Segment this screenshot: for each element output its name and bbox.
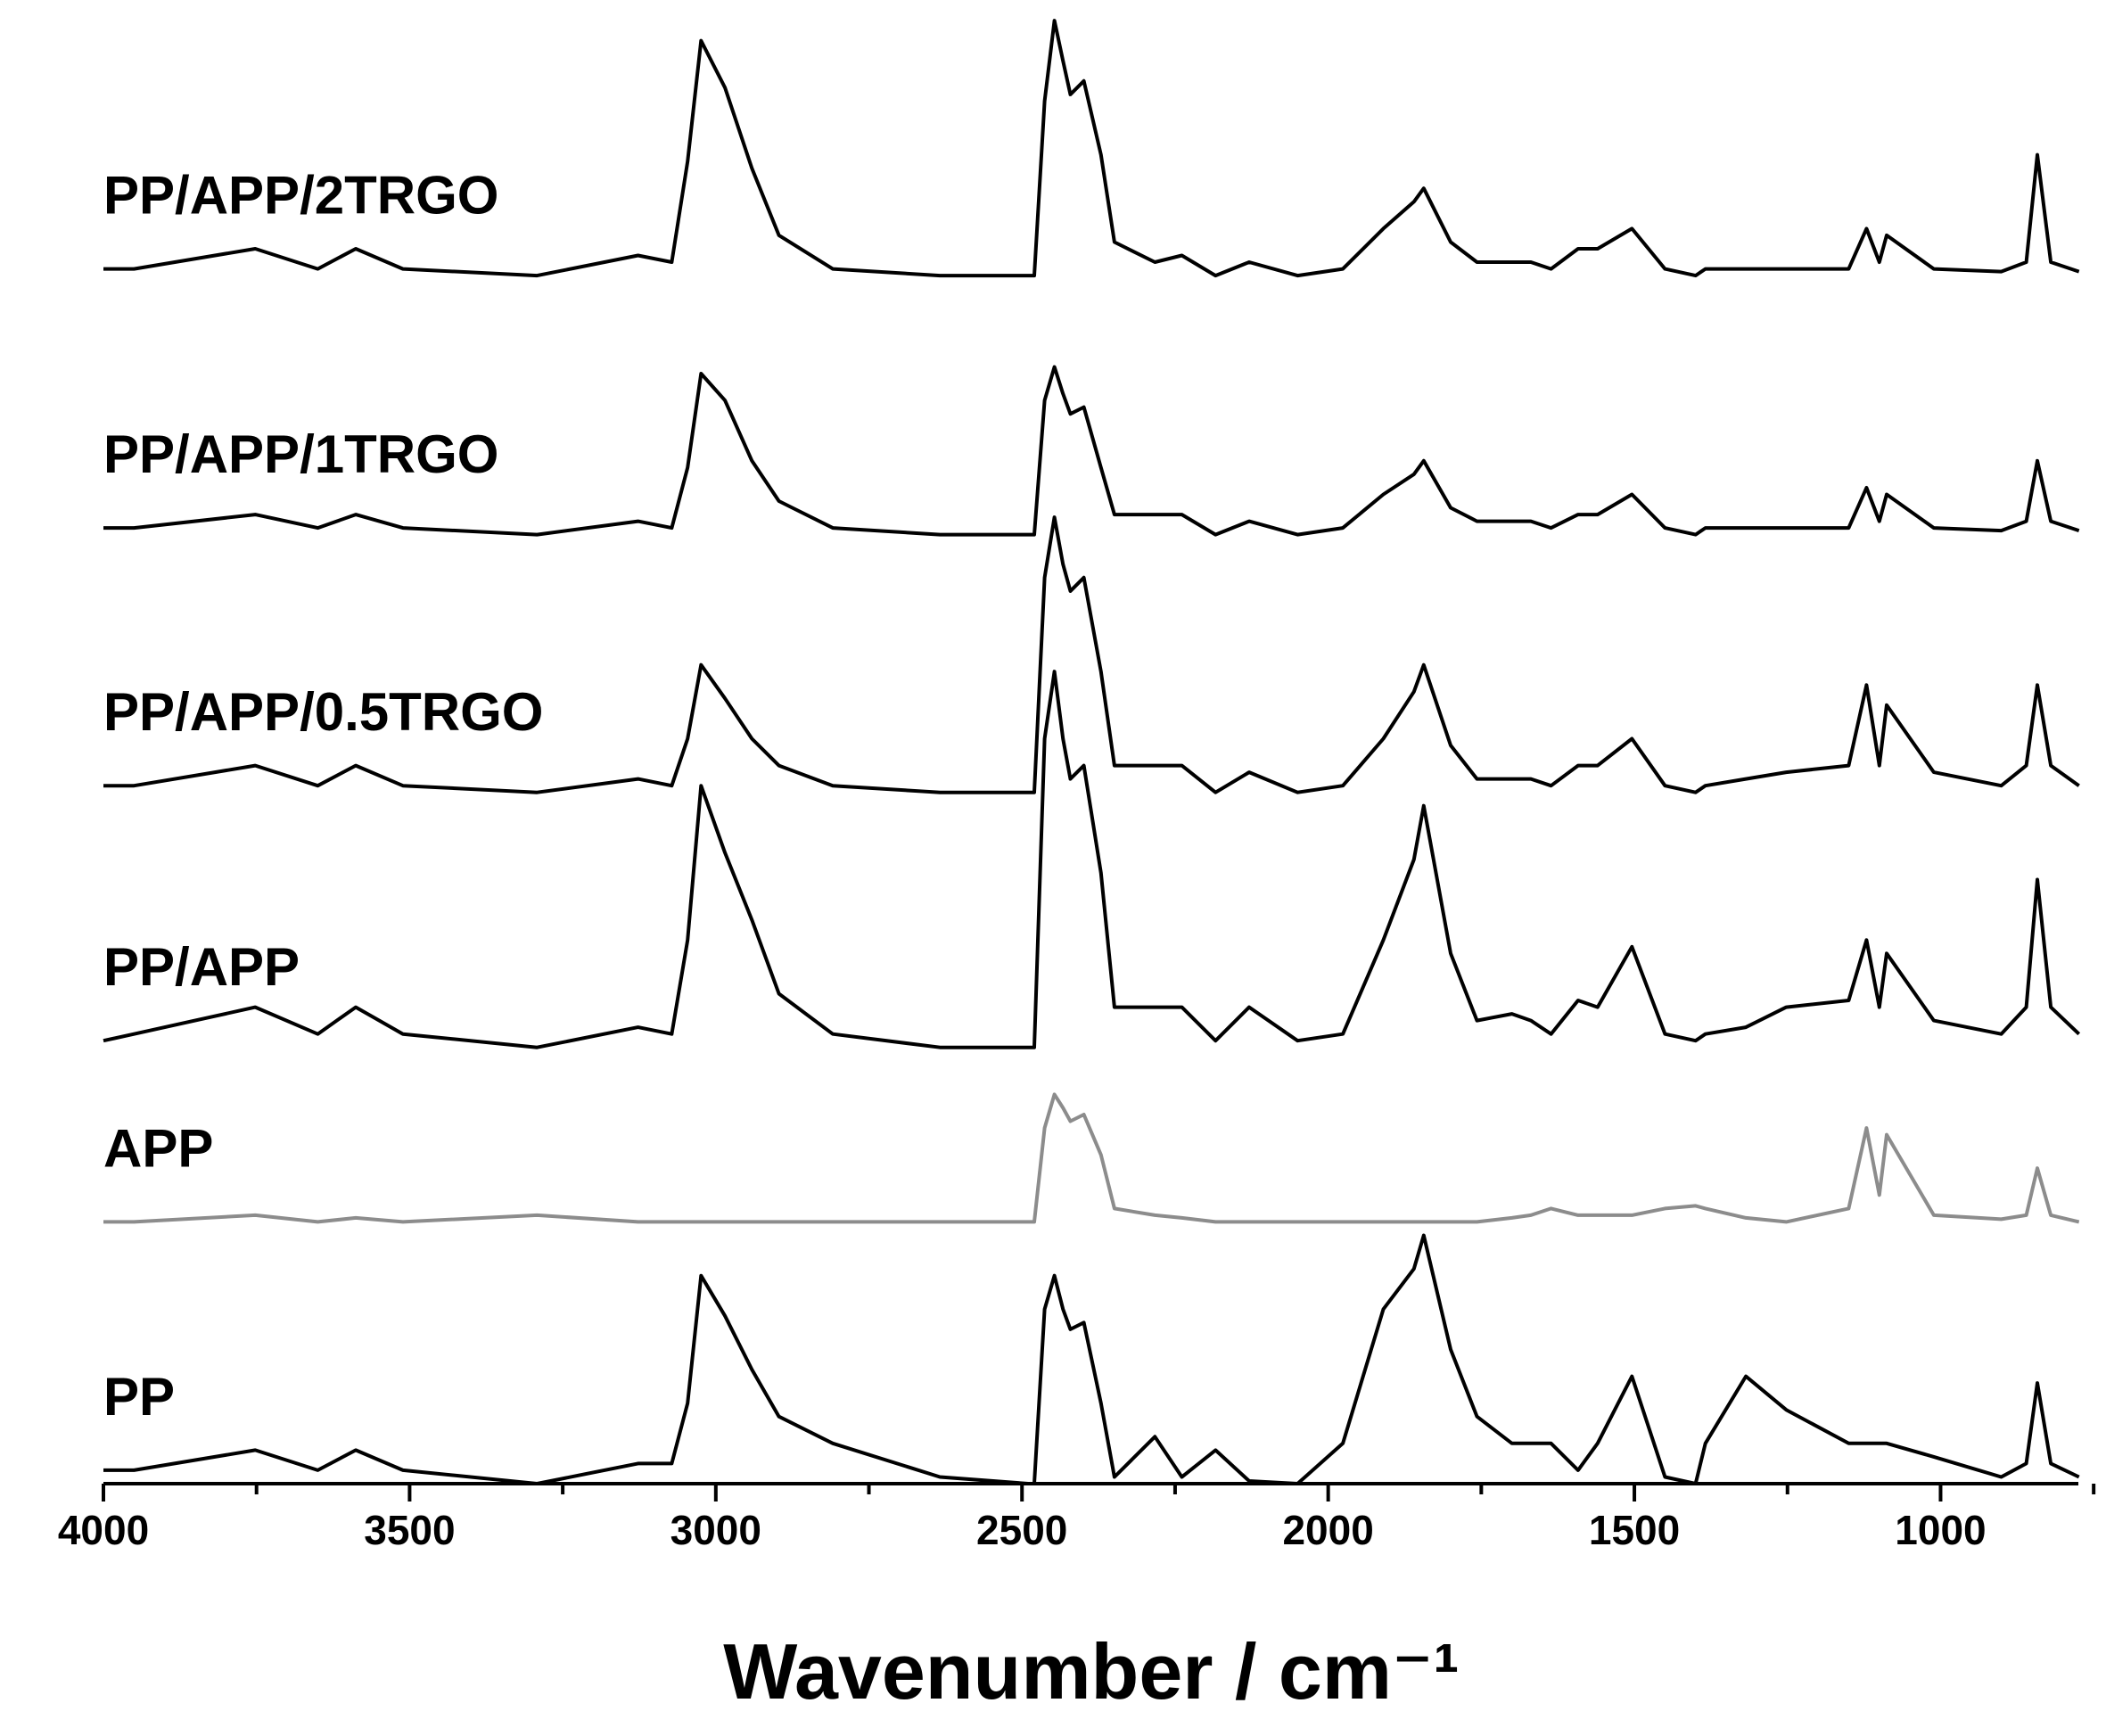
series-label: PP/APP xyxy=(103,937,300,997)
x-tick-label: 1000 xyxy=(1895,1507,1986,1553)
spectrum-line xyxy=(103,1233,2080,1485)
series-label: PP/APP/2TRGO xyxy=(103,166,498,226)
x-axis-title: Wavenumber / cm⁻¹ xyxy=(723,1627,1460,1715)
x-tick-label: 3500 xyxy=(364,1507,455,1553)
x-tick-label: 3000 xyxy=(670,1507,761,1553)
spectrum-line xyxy=(103,1092,2080,1224)
x-tick-label: 4000 xyxy=(58,1507,149,1553)
spectrum-line xyxy=(103,19,2080,278)
x-tick-label: 2000 xyxy=(1282,1507,1373,1553)
x-tick-label: 2500 xyxy=(976,1507,1067,1553)
spectrum-line xyxy=(103,670,2081,1049)
spectrum-line xyxy=(103,365,2080,537)
series-label: PP/APP/0.5TRGO xyxy=(103,682,543,742)
series-label: PP xyxy=(103,1367,175,1427)
series-label: PP/APP/1TRGO xyxy=(103,424,498,484)
spectrum-line xyxy=(103,515,2080,794)
x-tick-label: 1500 xyxy=(1589,1507,1680,1553)
series-label: APP xyxy=(103,1118,213,1178)
